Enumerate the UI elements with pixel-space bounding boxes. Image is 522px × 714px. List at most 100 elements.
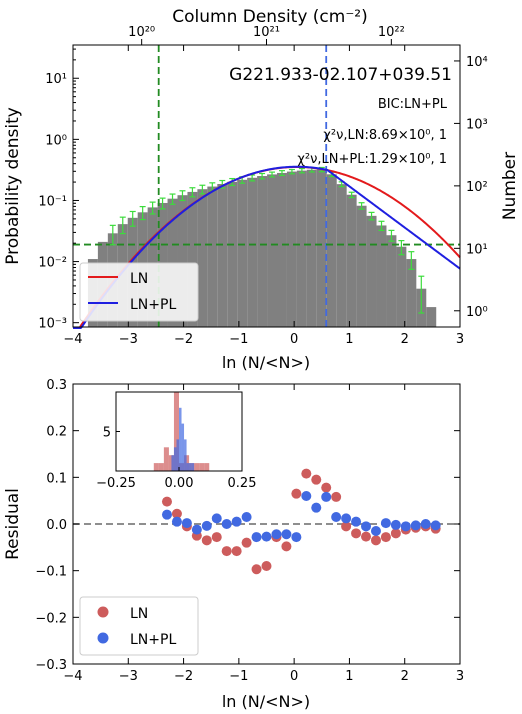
- residual-point-lnpl: [370, 526, 381, 536]
- x-tick-label: −2: [174, 669, 193, 684]
- inset-bar-lnpl: [191, 463, 195, 471]
- residual-point-ln: [221, 546, 232, 557]
- y-tick-label: 10¹: [45, 72, 67, 87]
- top-axis-label: Column Density (cm⁻²): [172, 7, 368, 27]
- inset-bar-ln: [199, 463, 205, 471]
- x-tick-label: −1: [229, 332, 248, 347]
- histogram-bar: [406, 259, 417, 327]
- histogram-bar: [356, 205, 367, 327]
- residual-point-lnpl: [291, 532, 302, 543]
- bottom-plot-frame: [72, 383, 461, 665]
- residual-point-lnpl: [321, 491, 332, 502]
- inset-bar-lnpl: [176, 439, 179, 471]
- bottom-legend: LN LN+PL: [79, 596, 199, 656]
- residual-points: [161, 468, 441, 575]
- histogram-bar: [346, 194, 357, 327]
- y-tick-label: 10⁻¹: [38, 194, 67, 209]
- inset-ticks: −0.25 0.00 0.25 5: [96, 426, 256, 492]
- histogram-bar: [326, 174, 337, 327]
- chart-title: G221.933-02.107+039.51: [229, 65, 452, 85]
- histogram-bar: [366, 215, 377, 327]
- error-bars: [109, 166, 425, 314]
- residual-point-ln: [380, 532, 391, 543]
- residual-point-lnpl: [430, 520, 441, 531]
- inset-bar-ln: [173, 392, 179, 471]
- inset-bar-lnpl: [179, 407, 182, 471]
- inset-frame: [115, 391, 243, 472]
- legend-marker-ln: [97, 606, 109, 618]
- histogram-bar: [237, 179, 248, 327]
- residual-point-lnpl: [281, 529, 292, 540]
- residual-point-lnpl: [410, 520, 421, 531]
- right-y-axis-label: Number: [500, 152, 520, 220]
- residual-point-ln: [211, 532, 222, 543]
- top-x-tick-label: 10²¹: [253, 25, 280, 40]
- x-tick-label: 1: [345, 332, 353, 347]
- residual-point-lnpl: [301, 491, 312, 501]
- residual-point-ln: [251, 564, 262, 575]
- inset-x-tick-label: −0.25: [96, 476, 136, 491]
- y-tick-label: 0.0: [46, 518, 67, 533]
- y-tick-label: −0.2: [35, 611, 67, 626]
- legend-label-ln: LN: [130, 271, 148, 287]
- histogram-bar: [197, 189, 208, 327]
- x-tick-label: 0: [290, 669, 298, 684]
- y-tick-label: 10⁻³: [38, 317, 67, 332]
- right-y-tick-label: 10⁴: [466, 55, 488, 70]
- residual-point-lnpl: [341, 513, 352, 524]
- y-tick-label: −0.1: [35, 565, 67, 580]
- inset-bar-lnpl: [184, 439, 187, 471]
- y-tick-label: 0.2: [46, 425, 67, 440]
- y-tick-label: 10⁻²: [38, 256, 67, 271]
- residual-point-lnpl: [380, 518, 391, 529]
- x-tick-label: −4: [63, 332, 82, 347]
- residual-point-ln: [390, 528, 401, 539]
- x-tick-label: 2: [401, 669, 409, 684]
- model-curve-lnpl: [73, 165, 461, 329]
- residual-point-ln: [301, 468, 312, 479]
- residual-point-ln: [341, 521, 352, 532]
- residual-point-ln: [331, 491, 342, 502]
- histogram-bar: [376, 225, 387, 327]
- residual-point-lnpl: [261, 531, 272, 542]
- histogram-bar: [227, 181, 238, 327]
- inset-bar-lnpl: [181, 423, 185, 471]
- x-tick-label: 3: [456, 332, 464, 347]
- residual-point-lnpl: [400, 521, 411, 532]
- residual-histogram-inset: −0.25 0.00 0.25 5: [96, 391, 256, 492]
- residual-point-lnpl: [191, 524, 202, 535]
- residual-point-ln: [261, 561, 272, 571]
- model-curves: [73, 165, 461, 329]
- bottom-x-axis-label: ln (N/<N>): [222, 692, 310, 711]
- histogram-bar: [306, 169, 317, 327]
- y-tick-label: −0.3: [35, 658, 67, 673]
- bic-annotation: BIC:LN+PL: [378, 97, 448, 112]
- histogram-bar: [336, 184, 347, 327]
- top-x-tick-label: 10²²: [378, 25, 405, 40]
- inset-bar-ln: [204, 463, 210, 471]
- residual-point-lnpl: [331, 512, 342, 522]
- residual-point-ln: [291, 488, 302, 499]
- top-legend: LN LN+PL: [79, 262, 199, 322]
- bottom-y-axis-label: Residual: [3, 488, 23, 560]
- x-tick-label: −3: [119, 669, 138, 684]
- histogram-bar: [217, 183, 228, 327]
- inset-bar-lnpl: [189, 463, 192, 471]
- residual-point-ln: [241, 537, 252, 548]
- histogram-bar: [386, 235, 397, 327]
- inset-x-tick-label: 0.25: [228, 476, 257, 491]
- residual-point-ln: [321, 482, 332, 493]
- legend-label-lnpl: LN+PL: [130, 297, 176, 313]
- right-y-tick-label: 10²: [466, 180, 488, 195]
- histogram-bar: [277, 172, 287, 327]
- histogram-bar: [426, 307, 437, 327]
- histogram-bar: [396, 246, 407, 327]
- histogram-bar: [207, 186, 218, 327]
- inset-bar-ln: [163, 447, 169, 471]
- residual-point-lnpl: [251, 532, 262, 543]
- histogram-bar: [296, 170, 307, 327]
- x-tick-label: −3: [119, 332, 138, 347]
- residual-point-lnpl: [241, 512, 252, 522]
- top-x-axis-label: ln (N/<N>): [222, 353, 310, 372]
